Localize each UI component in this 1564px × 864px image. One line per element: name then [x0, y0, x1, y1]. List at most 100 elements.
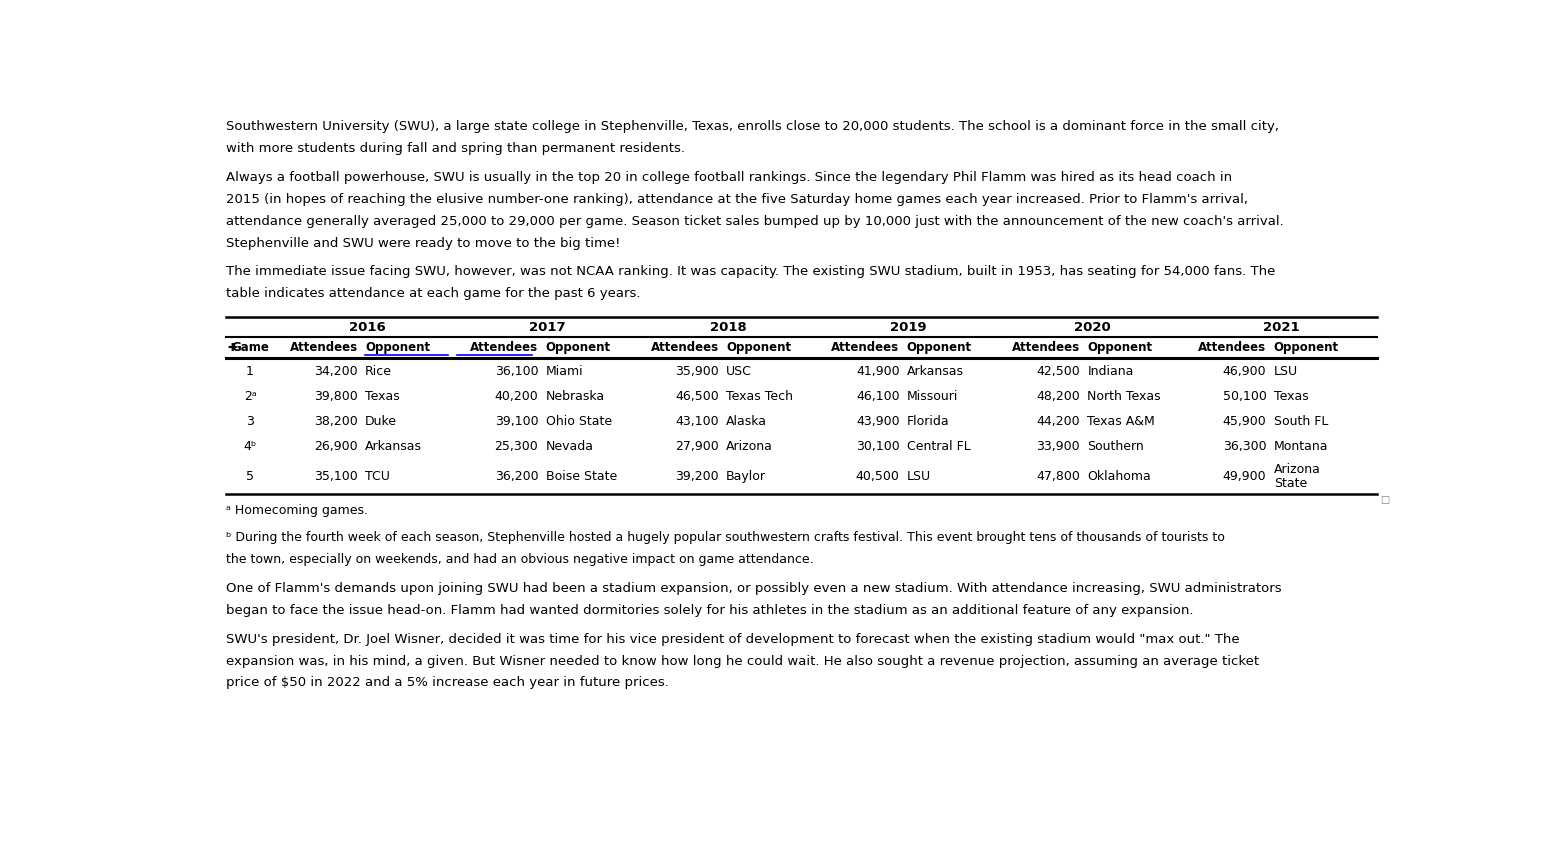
Text: 45,900: 45,900 [1223, 416, 1267, 429]
Text: Texas Tech: Texas Tech [726, 390, 793, 403]
Text: Game: Game [231, 341, 269, 354]
Text: The immediate issue facing SWU, however, was not NCAA ranking. It was capacity. : The immediate issue facing SWU, however,… [225, 265, 1275, 278]
Text: 47,800: 47,800 [1037, 470, 1081, 483]
Text: 39,200: 39,200 [676, 470, 719, 483]
Text: 46,900: 46,900 [1223, 365, 1267, 378]
Text: SWU's president, Dr. Joel Wisner, decided it was time for his vice president of : SWU's president, Dr. Joel Wisner, decide… [225, 632, 1239, 645]
Text: One of Flamm's demands upon joining SWU had been a stadium expansion, or possibl: One of Flamm's demands upon joining SWU … [225, 582, 1281, 595]
Text: Boise State: Boise State [546, 470, 616, 483]
Text: Always a football powerhouse, SWU is usually in the top 20 in college football r: Always a football powerhouse, SWU is usu… [225, 171, 1232, 184]
Text: 35,900: 35,900 [676, 365, 719, 378]
Text: Attendees: Attendees [1198, 341, 1267, 354]
Text: 43,900: 43,900 [856, 416, 899, 429]
Text: LSU: LSU [1273, 365, 1298, 378]
Text: 27,900: 27,900 [676, 441, 719, 454]
Text: Rice: Rice [364, 365, 393, 378]
Text: 40,500: 40,500 [856, 470, 899, 483]
Text: LSU: LSU [907, 470, 931, 483]
Text: 40,200: 40,200 [494, 390, 538, 403]
Text: Arizona: Arizona [1273, 463, 1320, 476]
Text: 36,200: 36,200 [494, 470, 538, 483]
Text: Attendees: Attendees [289, 341, 358, 354]
Text: Southern: Southern [1087, 441, 1145, 454]
Text: Texas: Texas [1273, 390, 1309, 403]
Text: Attendees: Attendees [1012, 341, 1081, 354]
Text: price of $50 in 2022 and a 5% increase each year in future prices.: price of $50 in 2022 and a 5% increase e… [225, 677, 669, 689]
Text: Opponent: Opponent [364, 341, 430, 354]
Text: 4ᵇ: 4ᵇ [244, 441, 256, 454]
Text: 1: 1 [246, 365, 253, 378]
Text: Miami: Miami [546, 365, 583, 378]
Text: Texas: Texas [364, 390, 400, 403]
Text: Southwestern University (SWU), a large state college in Stephenville, Texas, enr: Southwestern University (SWU), a large s… [225, 120, 1279, 133]
Text: Arkansas: Arkansas [907, 365, 963, 378]
Text: with more students during fall and spring than permanent residents.: with more students during fall and sprin… [225, 143, 685, 156]
Text: Florida: Florida [907, 416, 949, 429]
Text: 38,200: 38,200 [314, 416, 358, 429]
Text: 46,100: 46,100 [856, 390, 899, 403]
Text: Indiana: Indiana [1087, 365, 1134, 378]
Text: 48,200: 48,200 [1037, 390, 1081, 403]
Text: 35,100: 35,100 [314, 470, 358, 483]
Text: Nebraska: Nebraska [546, 390, 605, 403]
Text: Alaska: Alaska [726, 416, 768, 429]
Text: the town, especially on weekends, and had an obvious negative impact on game att: the town, especially on weekends, and ha… [225, 554, 813, 567]
Text: 2020: 2020 [1074, 321, 1110, 334]
Text: Opponent: Opponent [726, 341, 791, 354]
Text: ᵃ Homecoming games.: ᵃ Homecoming games. [225, 505, 368, 518]
Text: Stephenville and SWU were ready to move to the big time!: Stephenville and SWU were ready to move … [225, 237, 621, 250]
Text: USC: USC [726, 365, 752, 378]
Text: Duke: Duke [364, 416, 397, 429]
Text: State: State [1273, 477, 1308, 491]
Text: 2017: 2017 [529, 321, 566, 334]
Text: 42,500: 42,500 [1037, 365, 1081, 378]
Text: 36,300: 36,300 [1223, 441, 1267, 454]
Text: 41,900: 41,900 [856, 365, 899, 378]
Text: □: □ [1379, 495, 1389, 505]
Text: table indicates attendance at each game for the past 6 years.: table indicates attendance at each game … [225, 288, 640, 301]
Text: Attendees: Attendees [651, 341, 719, 354]
Text: ✚: ✚ [227, 343, 236, 353]
Text: 2021: 2021 [1264, 321, 1300, 334]
Text: Nevada: Nevada [546, 441, 593, 454]
Text: 44,200: 44,200 [1037, 416, 1081, 429]
Text: began to face the issue head-on. Flamm had wanted dormitories solely for his ath: began to face the issue head-on. Flamm h… [225, 604, 1193, 617]
Text: 2016: 2016 [349, 321, 385, 334]
Text: 33,900: 33,900 [1037, 441, 1081, 454]
Text: 2019: 2019 [890, 321, 927, 334]
Text: 49,900: 49,900 [1223, 470, 1267, 483]
Text: 25,300: 25,300 [494, 441, 538, 454]
Text: 39,100: 39,100 [494, 416, 538, 429]
Text: 3: 3 [246, 416, 253, 429]
Text: Arkansas: Arkansas [364, 441, 422, 454]
Text: 50,100: 50,100 [1223, 390, 1267, 403]
Text: Attendees: Attendees [471, 341, 538, 354]
Text: 34,200: 34,200 [314, 365, 358, 378]
Text: 2ᵃ: 2ᵃ [244, 390, 256, 403]
Text: expansion was, in his mind, a given. But Wisner needed to know how long he could: expansion was, in his mind, a given. But… [225, 655, 1259, 668]
Text: Montana: Montana [1273, 441, 1328, 454]
Text: 5: 5 [246, 470, 253, 483]
Text: 39,800: 39,800 [314, 390, 358, 403]
Text: Ohio State: Ohio State [546, 416, 612, 429]
Text: 26,900: 26,900 [314, 441, 358, 454]
Text: Arizona: Arizona [726, 441, 773, 454]
Text: Opponent: Opponent [1273, 341, 1339, 354]
Text: 30,100: 30,100 [856, 441, 899, 454]
Text: South FL: South FL [1273, 416, 1328, 429]
Text: 46,500: 46,500 [676, 390, 719, 403]
Text: ᵇ During the fourth week of each season, Stephenville hosted a hugely popular so: ᵇ During the fourth week of each season,… [225, 531, 1225, 544]
Text: 2018: 2018 [710, 321, 746, 334]
Text: TCU: TCU [364, 470, 389, 483]
Text: Attendees: Attendees [832, 341, 899, 354]
Text: 36,100: 36,100 [494, 365, 538, 378]
Text: Baylor: Baylor [726, 470, 766, 483]
Text: 43,100: 43,100 [676, 416, 719, 429]
Text: 2015 (in hopes of reaching the elusive number-one ranking), attendance at the fi: 2015 (in hopes of reaching the elusive n… [225, 193, 1248, 206]
Text: Texas A&M: Texas A&M [1087, 416, 1156, 429]
Text: Opponent: Opponent [907, 341, 971, 354]
Text: Central FL: Central FL [907, 441, 971, 454]
Text: Missouri: Missouri [907, 390, 959, 403]
Text: Opponent: Opponent [1087, 341, 1153, 354]
Text: Opponent: Opponent [546, 341, 610, 354]
